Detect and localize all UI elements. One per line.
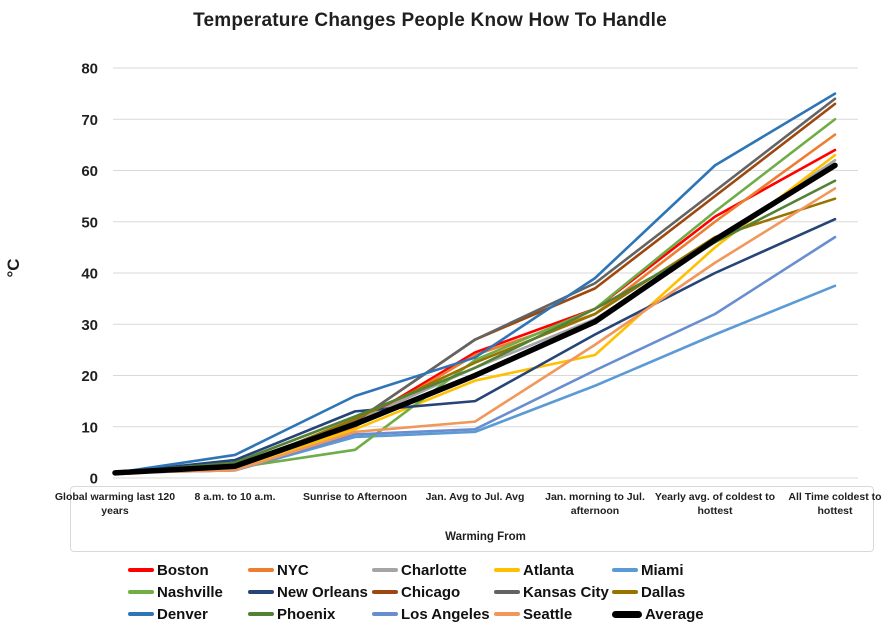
x-category-label: Global warming last 120 years [54,491,176,517]
legend-swatch [612,590,638,594]
legend-item-kansas-city: Kansas City [494,582,612,602]
legend-item-seattle: Seattle [494,604,612,624]
series-line-boston [113,148,837,475]
legend-label: Chicago [401,583,461,601]
x-category-label: Sunrise to Afternoon [302,491,408,503]
legend-item-nyc: NYC [248,560,372,580]
x-category-label: Jan. morning to Jul. afternoon [545,491,645,517]
chart-title: Temperature Changes People Know How To H… [193,10,667,31]
legend-label: Nashville [157,583,223,601]
legend-item-nashville: Nashville [128,582,248,602]
series-line-denver [113,92,837,475]
legend-swatch [494,612,520,616]
y-tick-label: 60 [81,163,98,180]
x-category-label: Jan. Avg to Jul. Avg [425,491,525,503]
legend-label: Boston [157,561,209,579]
legend-label: Seattle [523,605,573,623]
y-tick-label: 80 [81,61,98,78]
legend-label: Kansas City [523,583,609,601]
x-category-label: 8 a.m. to 10 a.m. [194,491,276,503]
legend-item-average: Average [612,604,714,624]
legend-item-denver: Denver [128,604,248,624]
legend-label: Miami [641,561,684,579]
legend-swatch [612,610,642,618]
legend-swatch [494,568,520,572]
legend-swatch [494,590,520,594]
x-category-label: Yearly avg. of coldest to hottest [654,491,776,517]
y-tick-label: 10 [81,419,98,436]
legend-swatch [128,590,154,594]
legend-label: Los Angeles [401,605,490,623]
legend-label: Phoenix [277,605,336,623]
y-tick-label: 20 [81,368,98,385]
legend-swatch [372,568,398,572]
x-axis-title: Warming From [445,531,526,543]
legend-item-phoenix: Phoenix [248,604,372,624]
y-tick-label: 50 [81,214,98,231]
legend-item-chicago: Chicago [372,582,494,602]
legend-item-los-angeles: Los Angeles [372,604,494,624]
legend-swatch [372,612,398,616]
y-axis-title: °C [4,258,23,278]
legend-label: Atlanta [523,561,574,579]
legend: Boston NYC Charlotte Atlanta Miami Nashville N… [128,560,714,624]
legend-label: Denver [157,605,208,623]
legend-item-dallas: Dallas [612,582,714,602]
y-tick-label: 40 [81,266,98,283]
legend-label: Dallas [641,583,686,601]
x-category-label: All Time coldest to hottest [788,491,882,517]
legend-swatch [248,612,274,616]
legend-item-miami: Miami [612,560,714,580]
y-tick-label: 70 [81,112,98,129]
legend-swatch [248,568,274,572]
legend-item-boston: Boston [128,560,248,580]
legend-label: NYC [277,561,309,579]
legend-swatch [128,612,154,616]
series-line-seattle [113,187,837,475]
legend-item-atlanta: Atlanta [494,560,612,580]
series-line-new-orleans [113,217,837,475]
legend-swatch [128,568,154,572]
legend-swatch [612,568,638,572]
legend-swatch [248,590,274,594]
series-line-average [112,162,838,476]
legend-label: Average [645,605,704,623]
legend-label: New Orleans [277,583,368,601]
legend-swatch [372,590,398,594]
legend-label: Charlotte [401,561,467,579]
series-line-charlotte [113,158,837,475]
y-tick-label: 0 [90,471,98,488]
legend-item-charlotte: Charlotte [372,560,494,580]
series-line-kansas-city [113,97,837,475]
x-axis-label-box [70,486,874,552]
series-line-nashville [113,117,837,475]
legend-item-new-orleans: New Orleans [248,582,372,602]
y-tick-label: 30 [81,317,98,334]
